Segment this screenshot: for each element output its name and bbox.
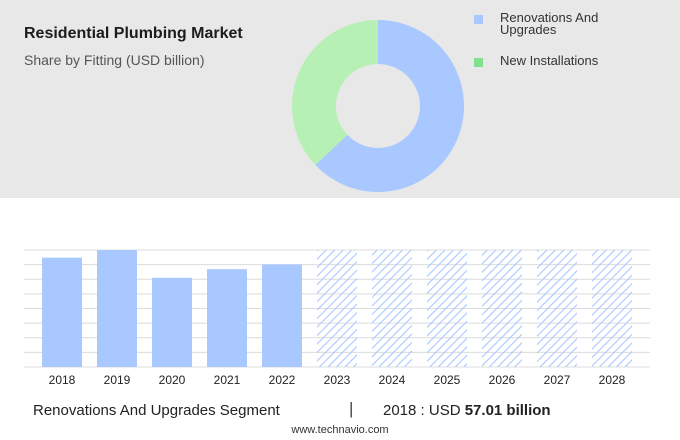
forecast-bar-2026	[482, 250, 522, 367]
bar-2020	[152, 277, 192, 367]
x-tick-label-2025: 2025	[434, 373, 461, 387]
legend-swatch-new-installations	[474, 58, 483, 67]
donut-chart	[292, 20, 464, 192]
forecast-bar-2028	[592, 250, 632, 367]
forecast-bar-2027	[537, 250, 577, 367]
source-link[interactable]: www.technavio.com	[291, 424, 389, 436]
x-tick-label-2027: 2027	[544, 373, 571, 387]
footer-value: 2018 : USD 57.01 billion	[383, 402, 551, 419]
forecast-bar-2024	[372, 250, 412, 367]
bar-chart: 2018 2019 2020 2021 2022 2023 2024 2025 2026 2027…	[24, 249, 650, 387]
x-tick-label-2022: 2022	[269, 373, 296, 387]
forecast-bar-2025	[427, 250, 467, 367]
legend-swatch-renovations	[474, 15, 483, 24]
footer-year-label: 2018 : USD	[383, 402, 461, 419]
bar-2021	[207, 269, 247, 367]
chart-subtitle: Share by Fitting (USD billion)	[24, 52, 205, 68]
donut-slice-0	[315, 20, 464, 192]
x-tick-label-2023: 2023	[324, 373, 351, 387]
forecast-bar-2023	[317, 250, 357, 367]
x-tick-label-2021: 2021	[214, 373, 241, 387]
footer-separator: |	[349, 399, 354, 418]
chart-title: Residential Plumbing Market	[24, 25, 243, 42]
footer-segment-label: Renovations And Upgrades Segment	[33, 402, 280, 419]
x-tick-label-2024: 2024	[379, 373, 406, 387]
x-tick-label-2018: 2018	[49, 373, 76, 387]
bar-2022	[262, 264, 302, 367]
bar-2019	[97, 250, 137, 367]
x-tick-label-2020: 2020	[159, 373, 186, 387]
donut-slice-1	[292, 20, 378, 165]
bar-2018	[42, 257, 82, 367]
footer-value-amount: 57.01 billion	[464, 402, 551, 419]
x-tick-label-2028: 2028	[599, 373, 626, 387]
x-tick-label-2026: 2026	[489, 373, 516, 387]
x-tick-label-2019: 2019	[104, 373, 131, 387]
legend-label-new-installations: New Installations	[500, 53, 599, 68]
legend-label-renovations: Renovations And Upgrades	[500, 10, 599, 37]
